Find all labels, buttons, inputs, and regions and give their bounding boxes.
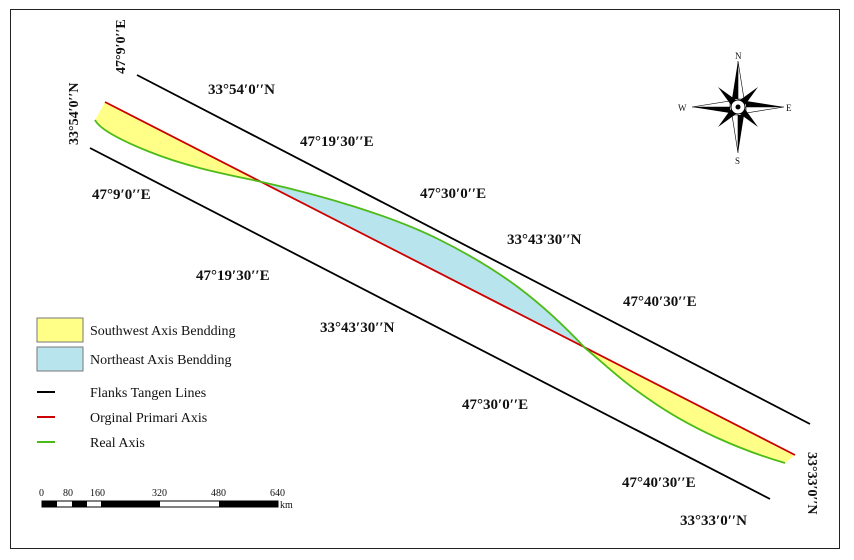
- legend-swatch-southwest: [36, 317, 84, 343]
- label-top-lon-2: 47°19′30′′E: [300, 134, 374, 150]
- legend-label-real-axis: Real Axis: [90, 436, 145, 451]
- compass-point-north-light: [737, 60, 745, 100]
- legend-label-southwest: Southwest Axis Bendding: [90, 324, 235, 339]
- scale-unit: km: [280, 500, 293, 511]
- label-top-lon-1: 47°9′0′′E: [114, 19, 129, 74]
- label-bottom-lon-2: 47°19′30′′E: [196, 268, 270, 284]
- label-top-lon-3: 47°30′0′′E: [420, 186, 486, 202]
- compass-letter-east: E: [786, 103, 792, 113]
- label-bottom-lon-4: 47°40′30′′E: [622, 475, 696, 491]
- scale-tick-label-320: 320: [152, 488, 167, 499]
- label-bottom-lon-3: 47°30′0′′E: [462, 397, 528, 413]
- legend-label-flanks: Flanks Tangen Lines: [90, 386, 206, 401]
- label-top-lat-2: 33°43′30′′N: [507, 232, 582, 248]
- legend: Southwest Axis Bendding Northeast Axis B…: [36, 317, 235, 451]
- real-axis: [94, 119, 786, 464]
- label-top-lon-4: 47°40′30′′E: [623, 294, 697, 310]
- label-left-lat: 33°54′0′′N: [67, 82, 82, 145]
- label-bottom-lat-2: 33°33′0′′N: [680, 513, 747, 529]
- label-top-lat-1: 33°54′0′′N: [208, 82, 275, 98]
- scale-tick-label-480: 480: [211, 488, 226, 499]
- compass-point-west-light: [691, 100, 731, 108]
- compass-point-nw: [718, 87, 736, 105]
- label-right-lat: 33°33′0′′N: [804, 452, 819, 515]
- compass-letter-west: W: [678, 103, 687, 113]
- label-bottom-lon-1: 47°9′0′′E: [92, 187, 151, 203]
- compass-rose: N S E W: [678, 51, 792, 166]
- compass-center-dot: [735, 104, 741, 110]
- southwest-bending-area-nw: [95, 102, 262, 182]
- scale-segment-1: [42, 501, 57, 507]
- scale-tick-label-0: 0: [39, 488, 44, 499]
- compass-point-sw: [718, 109, 736, 127]
- compass-point-south-light: [731, 114, 739, 154]
- legend-label-primary-axis: Orginal Primari Axis: [90, 411, 207, 426]
- compass-point-se: [740, 109, 758, 127]
- scale-tick-label-640: 640: [270, 488, 285, 499]
- compass-letter-north: N: [735, 51, 742, 61]
- original-primary-axis: [104, 101, 796, 456]
- scale-tick-label-160: 160: [90, 488, 105, 499]
- scale-bar: 0 80 160 320 480 640 km: [39, 488, 293, 511]
- legend-swatch-northeast: [36, 346, 84, 372]
- label-bottom-lat-1: 33°43′30′′N: [320, 320, 395, 336]
- compass-letter-south: S: [735, 156, 740, 166]
- scale-tick-label-80: 80: [63, 488, 73, 499]
- scale-segment-2: [72, 501, 87, 507]
- legend-label-northeast: Northeast Axis Bendding: [90, 353, 232, 368]
- map-frame: [10, 9, 840, 549]
- flank-tangent-line-upper: [136, 74, 811, 425]
- flank-tangent-line-lower: [89, 147, 771, 500]
- scale-segment-4: [219, 501, 278, 507]
- scale-segment-3: [101, 501, 160, 507]
- compass-point-ne: [740, 87, 758, 105]
- compass-point-east-light: [745, 106, 785, 114]
- southwest-bending-area-se: [585, 348, 795, 463]
